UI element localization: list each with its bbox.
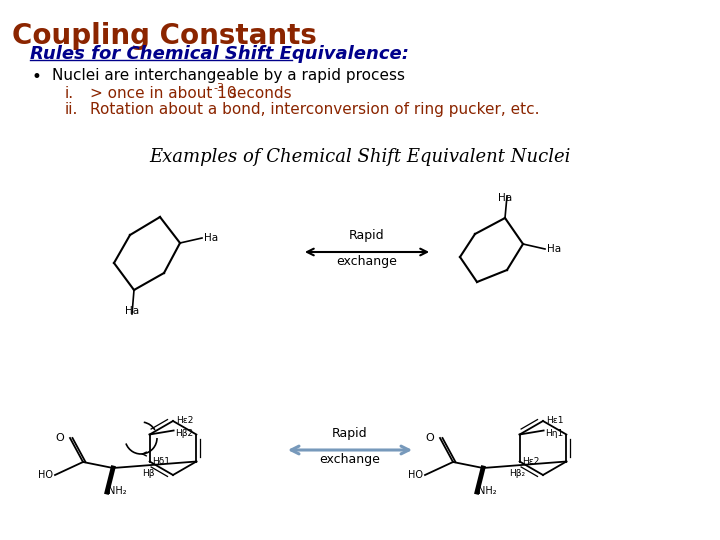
Text: Coupling Constants: Coupling Constants — [12, 22, 317, 50]
Text: i.: i. — [65, 86, 74, 101]
Text: Nuclei are interchangeable by a rapid process: Nuclei are interchangeable by a rapid pr… — [52, 68, 405, 83]
Text: NH₂: NH₂ — [108, 486, 127, 496]
Text: > once in about 10: > once in about 10 — [90, 86, 236, 101]
Text: Ha: Ha — [547, 244, 561, 254]
Text: Hε1: Hε1 — [546, 416, 564, 425]
Text: Rotation about a bond, interconversion of ring pucker, etc.: Rotation about a bond, interconversion o… — [90, 102, 539, 117]
Text: Hβ: Hβ — [143, 469, 155, 477]
Text: exchange: exchange — [336, 255, 397, 268]
Text: seconds: seconds — [224, 86, 292, 101]
Text: HO: HO — [38, 470, 53, 480]
Text: HO: HO — [408, 470, 423, 480]
Text: Hε2: Hε2 — [176, 416, 194, 425]
Text: Ha: Ha — [125, 306, 139, 316]
Text: Hδ1: Hδ1 — [153, 456, 171, 465]
Text: Rapid: Rapid — [349, 229, 384, 242]
Text: -3: -3 — [213, 83, 224, 93]
Text: Hβ₂: Hβ₂ — [509, 469, 525, 477]
Text: Hβ2: Hβ2 — [175, 429, 194, 438]
Text: Rapid: Rapid — [332, 427, 368, 440]
Text: ii.: ii. — [65, 102, 78, 117]
Text: O: O — [55, 433, 64, 443]
Text: Rules for Chemical Shift Equivalence:: Rules for Chemical Shift Equivalence: — [30, 45, 409, 63]
Text: •: • — [32, 68, 42, 86]
Text: Ha: Ha — [498, 193, 512, 203]
Text: exchange: exchange — [320, 453, 380, 466]
Text: Examples of Chemical Shift Equivalent Nuclei: Examples of Chemical Shift Equivalent Nu… — [149, 148, 571, 166]
Text: Ha: Ha — [204, 233, 218, 243]
Text: Hε2: Hε2 — [523, 456, 540, 465]
Text: O: O — [426, 433, 434, 443]
Text: NH₂: NH₂ — [478, 486, 497, 496]
Text: Hη1: Hη1 — [545, 429, 563, 438]
